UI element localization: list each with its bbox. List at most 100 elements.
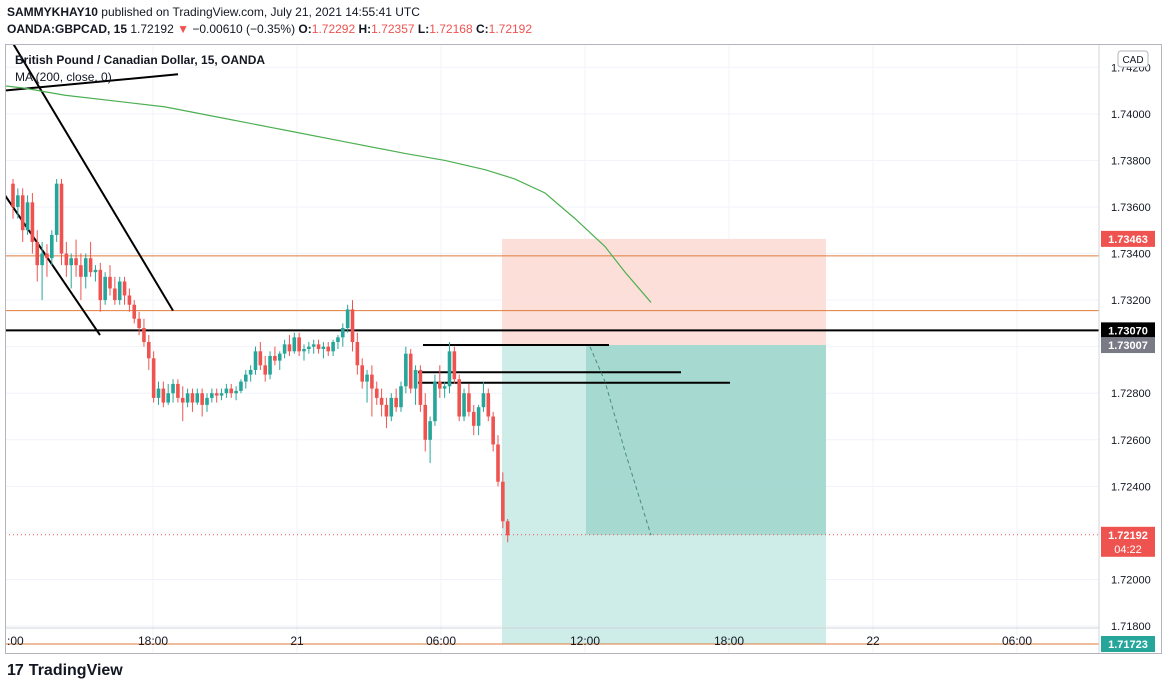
candle-body [117, 281, 122, 301]
close-value: 1.72192 [488, 22, 533, 36]
candle-body [83, 258, 88, 277]
currency-badge[interactable] [1117, 50, 1149, 68]
candle-body [370, 374, 374, 389]
candle [195, 388, 200, 405]
channel-upper-line [12, 44, 174, 312]
currency-badge-label: CAD [1122, 55, 1143, 66]
candle [297, 332, 301, 356]
open-value: 1.72292 [311, 22, 356, 36]
chart-area[interactable]: 1.718001.720001.722001.724001.726001.728… [5, 44, 1162, 654]
candle [88, 241, 93, 277]
candle [467, 383, 471, 417]
candle-body [171, 383, 175, 394]
trend-line-upper [5, 73, 179, 92]
candle-body [408, 353, 413, 389]
horizontal-levels [5, 255, 1099, 645]
candle [210, 388, 214, 403]
price-tick-label: 1.73400 [1111, 249, 1151, 261]
candle-body [151, 358, 156, 398]
candle [20, 188, 25, 242]
candle-body [413, 369, 418, 389]
candle-body [501, 481, 505, 522]
high-label: H: [358, 22, 372, 36]
publish-text: published on TradingView.com, July 21, 2… [101, 5, 420, 19]
candle [117, 276, 122, 305]
candle [35, 230, 40, 282]
publish-info: SAMMYKHAY10 published on TradingView.com… [7, 5, 420, 19]
candle-body [219, 393, 224, 396]
candle [79, 253, 83, 301]
candle [457, 374, 461, 422]
candle-body [93, 269, 98, 273]
open-label: O: [298, 22, 312, 36]
time-tick-label: 18:00 [138, 634, 168, 648]
candle [185, 388, 190, 408]
candle [423, 393, 428, 452]
candle-body [307, 346, 311, 349]
candle-body [399, 386, 403, 408]
candle [404, 346, 408, 394]
candle [214, 388, 219, 403]
low-value: 1.72168 [429, 22, 473, 36]
high-value: 1.72357 [371, 22, 415, 36]
candle [127, 288, 132, 312]
candle-body [20, 195, 25, 231]
publisher-name: SAMMYKHAY10 [7, 5, 98, 19]
price-label-stop [1101, 230, 1155, 247]
candle [501, 472, 505, 529]
candle [491, 411, 495, 452]
candle [389, 393, 394, 422]
price-axis[interactable]: 1.718001.720001.722001.724001.726001.728… [1098, 44, 1155, 654]
price-tick-label: 1.74000 [1111, 109, 1151, 121]
candle [132, 300, 137, 324]
candle-body [253, 351, 258, 370]
candle [277, 351, 282, 370]
price-change: −0.00610 (−0.35%) [192, 22, 296, 36]
candle-body [389, 397, 394, 417]
candle [54, 179, 59, 242]
price-label-text: 1.73070 [1108, 325, 1148, 337]
candle-body [122, 281, 127, 296]
candle-body [59, 183, 64, 254]
candle-body [360, 365, 364, 382]
candle-body [54, 183, 59, 235]
candle-body [156, 388, 161, 398]
candle-body [142, 328, 146, 343]
candle [219, 388, 224, 401]
candle-body [273, 355, 277, 361]
projection-dashed-line [589, 346, 652, 536]
candle [433, 374, 437, 426]
candle-body [374, 388, 379, 398]
price-tick-label: 1.72800 [1111, 388, 1151, 400]
trend-drawings [5, 44, 730, 536]
candle-body [462, 393, 466, 417]
candle [355, 332, 360, 375]
candle [326, 342, 331, 356]
candle-body [79, 265, 83, 277]
ma-line-group [5, 85, 652, 303]
candle [166, 383, 170, 405]
candle [142, 318, 146, 347]
candle [336, 335, 340, 349]
candle [205, 393, 209, 412]
candle [190, 388, 195, 412]
close-label: C: [475, 22, 489, 36]
candle-body [394, 397, 398, 408]
candle-body [442, 386, 447, 389]
candle [200, 388, 204, 417]
candle [350, 300, 355, 352]
indicator-legend[interactable]: MA (200, close, 0) [15, 70, 112, 84]
candle-body [205, 397, 209, 405]
candle [370, 365, 374, 417]
time-axis[interactable]: :00 18:00 21 06:00 12:00 18:00 22 06:00 [5, 627, 1099, 648]
candle-body [40, 253, 44, 266]
time-tick-label: :00 [7, 634, 24, 648]
ohlc-header: OANDA:GBPCAD, 15 1.72192 ▼ −0.00610 (−0.… [7, 22, 532, 36]
time-tick-label: 22 [866, 634, 880, 648]
candle [486, 388, 491, 422]
candle [471, 404, 476, 436]
price-label-target [1101, 635, 1155, 652]
candle-body [326, 346, 331, 352]
candle [505, 518, 510, 543]
candle [239, 379, 243, 394]
